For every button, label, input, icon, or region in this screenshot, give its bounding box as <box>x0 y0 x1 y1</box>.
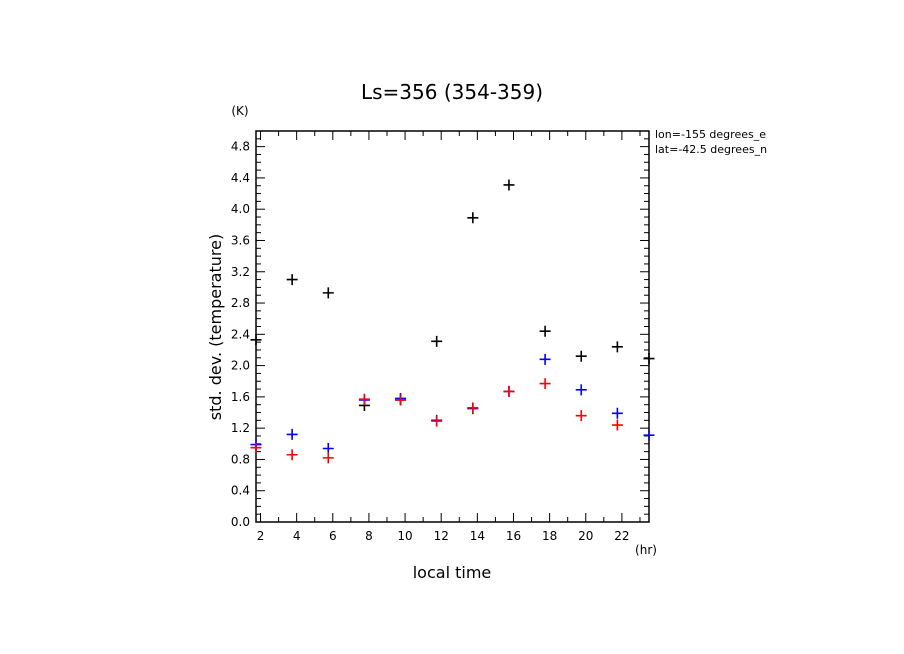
x-tick-label: 22 <box>614 529 629 543</box>
data-point-series-1 <box>539 325 551 337</box>
x-tick-label: 6 <box>329 529 337 543</box>
annotation-lon: lon=-155 degrees_e <box>655 128 766 141</box>
data-point-series-3 <box>611 419 623 431</box>
y-tick-label: 2.0 <box>231 359 250 373</box>
data-point-series-1 <box>431 335 443 347</box>
x-tick-label: 12 <box>434 529 449 543</box>
y-tick-label: 1.2 <box>231 421 250 435</box>
data-point-series-1 <box>322 287 334 299</box>
y-axis-label: std. dev. (temperature) <box>206 234 225 420</box>
x-tick-label: 16 <box>506 529 521 543</box>
data-point-series-3 <box>503 385 515 397</box>
data-point-series-1 <box>611 341 623 353</box>
data-point-series-3 <box>539 378 551 390</box>
y-tick-label: 2.8 <box>231 296 250 310</box>
x-unit-label: (hr) <box>635 543 657 557</box>
chart-title: Ls=356 (354-359) <box>361 80 543 104</box>
data-markers <box>250 179 655 464</box>
data-point-series-1 <box>503 179 515 191</box>
data-point-series-2 <box>575 384 587 396</box>
data-point-series-3 <box>431 415 443 427</box>
x-tick-label: 20 <box>578 529 593 543</box>
data-point-series-3 <box>395 394 407 406</box>
data-point-series-1 <box>643 353 655 365</box>
y-tick-label: 0.0 <box>231 515 250 529</box>
y-tick-label: 0.8 <box>231 452 250 466</box>
annotation-lat: lat=-42.5 degrees_n <box>655 143 767 156</box>
data-point-series-3 <box>575 410 587 422</box>
y-tick-label: 3.6 <box>231 233 250 247</box>
x-tick-label: 2 <box>257 529 265 543</box>
data-point-series-1 <box>250 334 262 346</box>
data-point-series-1 <box>575 350 587 362</box>
x-tick-label: 4 <box>293 529 301 543</box>
y-tick-label: 4.4 <box>231 171 250 185</box>
data-point-series-3 <box>358 393 370 405</box>
y-tick-label: 0.4 <box>231 484 250 498</box>
plot-frame <box>255 130 650 523</box>
data-point-series-3 <box>467 402 479 414</box>
x-tick-label: 10 <box>397 529 412 543</box>
y-tick-label: 2.4 <box>231 327 250 341</box>
data-point-series-3 <box>250 442 262 454</box>
y-tick-label: 4.8 <box>231 140 250 154</box>
y-tick-label: 3.2 <box>231 265 250 279</box>
data-point-series-2 <box>539 353 551 365</box>
data-point-series-3 <box>286 449 298 461</box>
data-point-series-2 <box>322 442 334 454</box>
data-point-series-2 <box>643 429 655 441</box>
x-tick-label: 18 <box>542 529 557 543</box>
y-unit-label: (K) <box>231 104 248 118</box>
data-point-series-1 <box>286 274 298 286</box>
data-point-series-3 <box>322 452 334 464</box>
y-tick-label: 1.6 <box>231 390 250 404</box>
data-point-series-2 <box>611 407 623 419</box>
data-point-series-2 <box>286 428 298 440</box>
axis-ticks: 2 4 6 8 10 12 14 16 18 20 22 0.0 0.4 0.8 1.2 1.6 2.0 2.4 2… <box>231 131 649 543</box>
y-tick-label: 4.0 <box>231 202 250 216</box>
x-axis-label: local time <box>413 563 492 582</box>
x-tick-label: 14 <box>470 529 485 543</box>
x-tick-label: 8 <box>365 529 373 543</box>
data-point-series-1 <box>467 212 479 224</box>
